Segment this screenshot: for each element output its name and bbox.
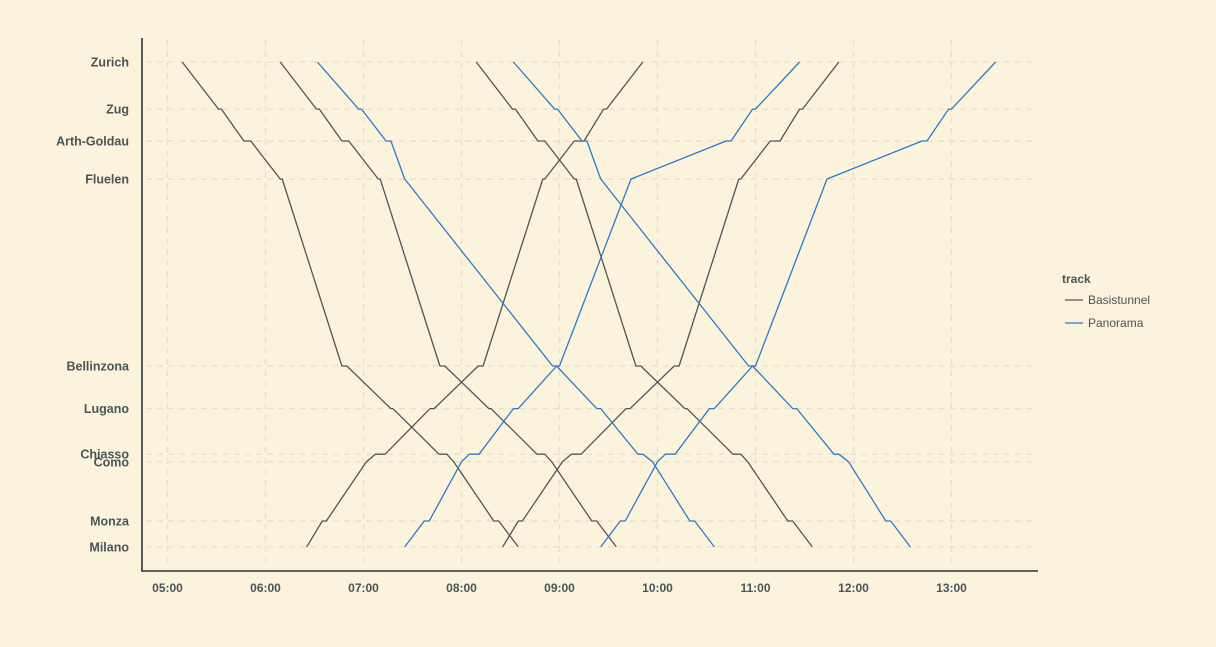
train-line-panorama-northbound-7 [404,61,801,548]
train-line-panorama-northbound-8 [600,61,997,548]
station-label-como: Como [94,455,130,469]
station-label-zug: Zug [106,103,129,117]
x-tick-label: 06:00 [250,581,281,595]
x-tick-label: 07:00 [348,581,379,595]
legend: track Basistunnel Panorama [1062,272,1150,330]
x-tick-label: 08:00 [446,581,477,595]
x-tick-label: 10:00 [642,581,673,595]
train-line-basistunnel-southbound-1 [279,61,617,548]
train-line-basistunnel-southbound-0 [181,61,519,548]
x-tick-label: 13:00 [936,581,967,595]
grid [146,40,1036,567]
station-label-arth-goldau: Arth-Goldau [56,135,129,149]
legend-label: Panorama [1088,316,1144,330]
station-label-chiasso: Chiasso [80,448,129,462]
y-axis-labels: Zurich Zug Arth-Goldau Fluelen Bellinzona Lug… [56,56,130,555]
x-tick-label: 09:00 [544,581,575,595]
legend-label: Basistunnel [1088,293,1150,307]
x-tick-label: 12:00 [838,581,869,595]
train-line-basistunnel-northbound-3 [306,61,644,548]
train-line-basistunnel-northbound-4 [502,61,840,548]
station-label-bellinzona: Bellinzona [66,360,130,374]
x-axis-labels: 05:00 06:00 07:00 08:00 09:00 10:00 11:00 12:00… [152,581,967,595]
station-label-monza: Monza [90,515,130,529]
station-label-fluelen: Fluelen [85,173,129,187]
legend-item-panorama: Panorama [1065,316,1144,330]
legend-title: track [1062,272,1091,286]
station-label-zurich: Zurich [91,56,129,70]
x-tick-label: 11:00 [740,581,770,595]
train-line-basistunnel-southbound-2 [475,61,813,548]
train-line-panorama-southbound-5 [316,61,715,548]
station-label-milano: Milano [89,540,129,554]
train-line-panorama-southbound-6 [512,61,911,548]
x-tick-label: 05:00 [152,581,183,595]
legend-item-basistunnel: Basistunnel [1065,293,1150,307]
series-lines [181,61,997,548]
station-label-lugano: Lugano [84,402,129,416]
